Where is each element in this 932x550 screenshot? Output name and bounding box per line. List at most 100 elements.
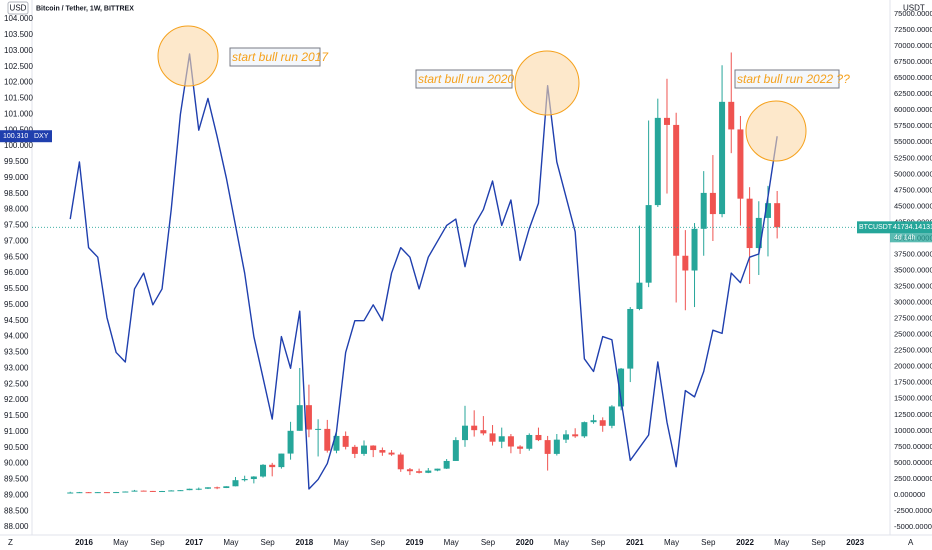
highlight-circle — [157, 25, 219, 87]
y-tick-label: 98.500 — [4, 189, 29, 198]
candle-body — [654, 117, 661, 206]
candle-body — [489, 433, 496, 442]
y2-tick-label: 62500.000000 — [894, 89, 932, 98]
y-tick-label: 90.000 — [4, 459, 29, 468]
y2-tick-label: 50000.000000 — [894, 169, 932, 178]
candle-body — [581, 422, 588, 437]
y-tick-label: 97.500 — [4, 221, 29, 230]
y-tick-label: 100.500 — [4, 125, 33, 134]
candle-body — [67, 492, 74, 494]
candle-body — [544, 440, 551, 454]
x-tick-label: 2021 — [626, 538, 644, 547]
y-tick-label: 97.000 — [4, 236, 29, 245]
candle-body — [682, 255, 689, 271]
x-tick-label: May — [334, 538, 349, 547]
candle-body — [361, 445, 368, 454]
x-tick-label: 2023 — [846, 538, 864, 547]
y-tick-label: 94.000 — [4, 332, 29, 341]
y2-tick-label: 20000.000000 — [894, 362, 932, 371]
candle-body — [673, 124, 680, 256]
candle-body — [618, 368, 625, 407]
x-tick-label: Sep — [150, 538, 165, 547]
candle-body — [535, 434, 542, 441]
candle-body — [719, 101, 726, 215]
candle-body — [700, 192, 707, 229]
candle-body — [278, 453, 285, 468]
highlight-circle — [745, 100, 807, 162]
candle-body — [250, 476, 257, 480]
candle-body — [737, 129, 744, 199]
candle-body — [572, 434, 579, 437]
candle-body — [746, 198, 753, 249]
annotation-box — [229, 47, 321, 67]
candle-body — [627, 308, 634, 369]
x-tick-label: 2022 — [736, 538, 754, 547]
candle-body — [434, 468, 441, 471]
y2-tick-label: 60000.000000 — [894, 105, 932, 114]
y-tick-label: 93.000 — [4, 363, 29, 372]
y-tick-label: 88.000 — [4, 522, 29, 531]
candle-body — [599, 420, 606, 426]
y2-tick-label: 25000.000000 — [894, 330, 932, 339]
x-tick-label: Sep — [591, 538, 606, 547]
candle-body — [379, 450, 386, 453]
y2-tick-label: 15000.000000 — [894, 394, 932, 403]
y-tick-label: 99.500 — [4, 157, 29, 166]
candle-body — [728, 101, 735, 130]
y2-tick-label: 70000.000000 — [894, 41, 932, 50]
y2-tick-label: 32500.000000 — [894, 282, 932, 291]
y-tick-label: 96.500 — [4, 252, 29, 261]
x-tick-label: Sep — [371, 538, 386, 547]
y-tick-label: 104.000 — [4, 14, 33, 23]
x-tick-label: Sep — [260, 538, 275, 547]
y2-tick-label: 57500.000000 — [894, 121, 932, 130]
candle-body — [149, 490, 156, 492]
y-tick-label: 95.500 — [4, 284, 29, 293]
y2-tick-label: 12500.000000 — [894, 410, 932, 419]
x-tick-label: May — [444, 538, 459, 547]
y-tick-label: 96.000 — [4, 268, 29, 277]
candle-body — [122, 491, 129, 493]
x-tick-label: 2017 — [185, 538, 203, 547]
candle-body — [76, 492, 83, 494]
candle-body — [397, 454, 404, 470]
candle-body — [333, 435, 340, 451]
candle-body — [85, 492, 92, 494]
annotation: start bull run 2017 — [232, 50, 329, 64]
candle-body — [232, 480, 239, 487]
y-tick-label: 102.500 — [4, 62, 33, 71]
y2-tick-label: 52500.000000 — [894, 153, 932, 162]
last-value: 100.310 — [3, 133, 28, 140]
y2-tick-label: -5000.000000 — [894, 522, 932, 531]
y-unit: USD — [10, 4, 27, 13]
x-tick-label: Sep — [701, 538, 716, 547]
candle-body — [608, 406, 615, 426]
candle-body — [462, 425, 469, 441]
candle-body — [223, 486, 230, 489]
candle-body — [296, 405, 303, 431]
y-tick-label: 93.500 — [4, 348, 29, 357]
y2-tick-label: -2500.000000 — [894, 506, 932, 515]
y2-tick-label: 22500.000000 — [894, 346, 932, 355]
candle-body — [269, 464, 276, 468]
candle-body — [140, 490, 147, 492]
y2-tick-label: 72500.000000 — [894, 25, 932, 34]
candle-body — [406, 469, 413, 472]
y-tick-label: 88.500 — [4, 506, 29, 515]
control[interactable]: A — [908, 538, 914, 547]
x-tick-label: Sep — [811, 538, 826, 547]
y-tick-label: 91.500 — [4, 411, 29, 420]
control[interactable]: Z — [8, 538, 13, 547]
countdown-tag — [890, 233, 932, 243]
y-tick-label: 100.000 — [4, 141, 33, 150]
y2-tick-label: 67500.000000 — [894, 57, 932, 66]
annotation: start bull run 2022 ?? — [737, 72, 850, 86]
x-tick-label: 2018 — [295, 538, 313, 547]
candle-body — [131, 490, 138, 492]
unit-box — [7, 1, 29, 15]
candle-body — [214, 487, 221, 489]
candle-body — [94, 492, 101, 494]
candle-body — [388, 452, 395, 455]
x-tick-label: May — [554, 538, 569, 547]
candle-body — [287, 430, 294, 454]
